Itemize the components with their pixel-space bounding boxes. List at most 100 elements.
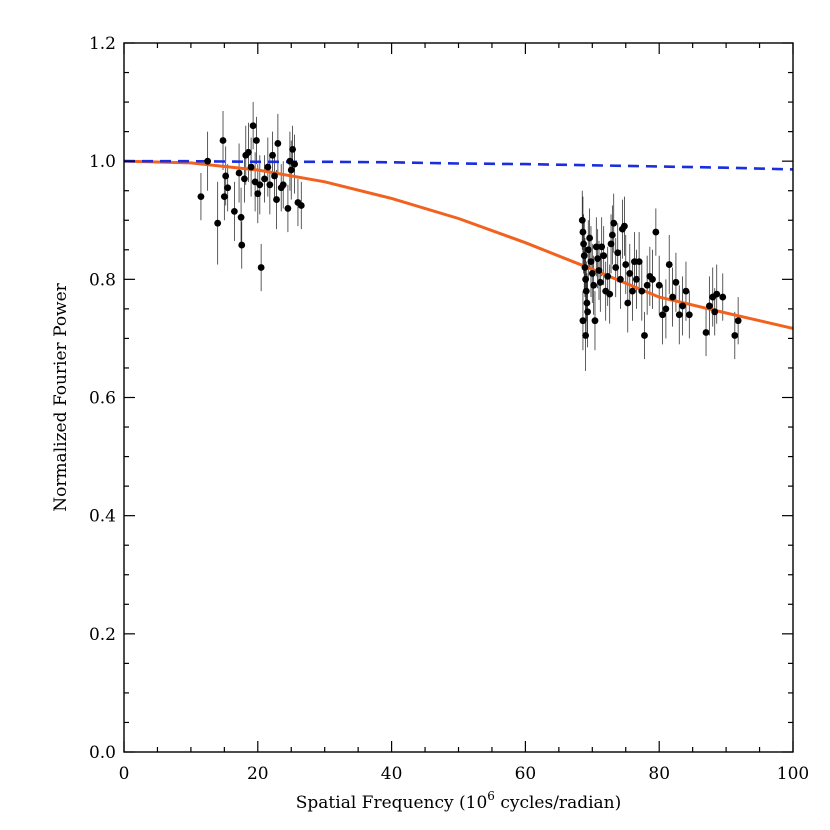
y-tick-label: 0.0 [89,743,116,763]
data-point [222,172,230,180]
data-point [702,329,710,336]
data-point [606,290,614,298]
data-point [604,272,612,280]
model-curves [123,159,794,330]
data-point [659,311,666,319]
data-point [596,278,604,286]
data-point [633,275,640,283]
data-point [237,213,245,221]
data-point [643,281,651,289]
data-point [655,281,663,289]
data-point [580,240,588,248]
data-point [580,252,588,260]
data-point [582,287,590,295]
data-point [583,299,591,307]
data-point [616,275,624,283]
data-point [600,252,608,260]
data-point [219,137,227,144]
plot-frame [123,42,794,753]
data-point [578,216,586,224]
data-point [638,287,646,295]
data-point [579,228,587,236]
data-point [624,299,632,307]
data-point [581,264,589,271]
y-tick-label: 0.2 [89,625,116,645]
data-point [612,264,620,271]
data-point [682,287,690,295]
y-axis-title: Normalized Fourier Power [51,282,71,511]
data-point [235,169,243,177]
data-point [587,258,595,266]
data-point [297,202,305,209]
x-axis-title-post: cycles/radian) [495,793,621,813]
data-point [264,163,272,171]
data-point [652,228,660,236]
data-point [291,160,298,168]
data-point [220,193,228,201]
data-point [271,172,278,180]
data-point [241,175,248,183]
y-tick-label: 1.2 [89,34,116,54]
data-point [279,181,287,189]
data-point [713,290,721,298]
data-point [284,205,292,212]
data-point [245,148,252,156]
data-point [204,157,212,165]
data-point [230,207,238,215]
data-point [586,234,594,242]
data-point [238,241,246,249]
data-point [607,240,615,248]
data-point [669,293,676,301]
data-point [289,145,296,153]
data-point [685,311,693,319]
data-point [588,270,596,277]
y-tick-label: 0.6 [89,389,116,409]
data-point [257,264,265,271]
data-point [635,258,643,266]
x-axis-title-sup: 6 [487,789,495,803]
data-point [649,275,656,283]
data-point [594,255,602,263]
data-point [273,196,280,203]
dashed-model-curve [124,159,794,171]
data-point [665,261,673,268]
data-point [584,308,592,316]
data-point [626,270,634,277]
data-point [269,151,276,159]
data-point [595,267,603,274]
data-point [719,293,727,301]
tick-labels: 0 20 40 60 80 100 0.0 0.2 0.4 0.6 0.8 1.0 1.2 [89,34,809,784]
data-point [590,281,598,289]
data-point [582,275,590,283]
x-axis-title: Spatial Frequency (106 cycles/radian) [296,789,621,813]
data-point [254,190,262,198]
x-tick-label: 0 [119,764,130,784]
y-tick-label: 1.0 [89,152,116,172]
y-tick-label: 0.8 [89,270,116,290]
data-point [608,231,616,239]
x-tick-label: 20 [247,764,269,784]
data-point [582,332,590,339]
data-point [662,305,670,313]
data-point [579,317,587,325]
solid-model-curve [123,159,794,330]
data-point [592,243,600,251]
data-point [214,219,222,227]
data-point [598,243,606,251]
data-point [584,246,592,254]
data-point [622,261,630,268]
y-tick-label: 0.4 [89,507,116,527]
x-tick-label: 100 [777,764,809,784]
data-point [610,219,618,227]
data-points [197,122,742,339]
data-point [705,302,713,310]
data-point [629,287,636,295]
data-point [274,140,282,147]
x-axis-title-pre: Spatial Frequency (10 [296,793,488,813]
data-point [641,332,648,339]
error-bars [200,102,739,371]
data-point [672,278,680,286]
data-point [287,166,295,174]
data-point [679,302,687,310]
data-point [734,317,742,325]
